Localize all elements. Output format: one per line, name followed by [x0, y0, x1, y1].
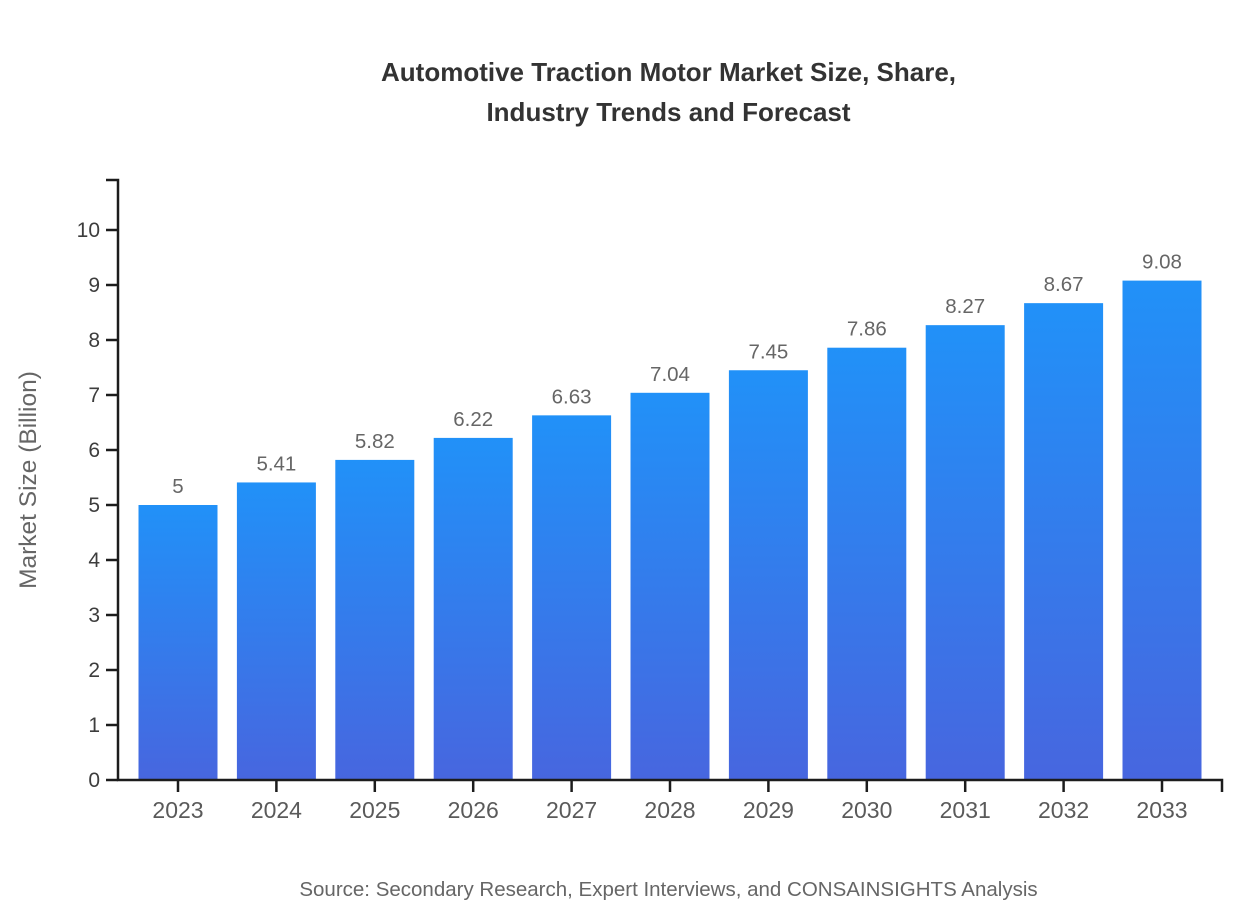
y-tick-label: 2 [88, 659, 100, 682]
bar-2031 [925, 325, 1005, 780]
bar-value-label: 5.82 [355, 430, 395, 453]
bar-value-label: 7.04 [650, 363, 690, 386]
x-tick-label: 2026 [448, 797, 499, 823]
bar-2028 [630, 392, 710, 780]
bar-2027 [532, 415, 612, 780]
axis-spine [106, 178, 1224, 792]
chart-source-note: Source: Secondary Research, Expert Inter… [299, 878, 1038, 901]
x-tick-label: 2023 [152, 797, 203, 823]
y-tick-label: 0 [88, 769, 100, 792]
y-tick-label: 9 [88, 274, 100, 297]
bar-2025 [335, 459, 415, 780]
y-axis-title: Market Size (Billion) [15, 371, 42, 589]
bar-2023 [138, 505, 218, 780]
x-tick-label: 2030 [841, 797, 892, 823]
bar-2033 [1122, 280, 1202, 780]
y-tick-label: 6 [88, 439, 100, 462]
y-tick-label: 1 [88, 714, 100, 737]
bar-value-label: 8.67 [1044, 273, 1084, 296]
x-tick-label: 2031 [940, 797, 991, 823]
bar-value-label: 5.41 [256, 452, 296, 475]
bar-2024 [236, 482, 316, 780]
bar-value-label: 9.08 [1142, 251, 1182, 274]
bar-2032 [1024, 303, 1104, 780]
x-tick-label: 2025 [349, 797, 400, 823]
y-tick-label: 4 [88, 549, 100, 572]
x-tick-label: 2024 [251, 797, 302, 823]
x-tick-label: 2028 [644, 797, 695, 823]
chart-title-line1: Automotive Traction Motor Market Size, S… [381, 57, 956, 87]
bar-value-label: 7.86 [847, 318, 887, 341]
bar-2029 [728, 370, 808, 780]
bar-value-label: 5 [172, 475, 183, 498]
bar-2026 [433, 437, 513, 780]
y-tick-label: 5 [88, 494, 100, 517]
y-tick-label: 10 [77, 219, 100, 242]
x-tick-label: 2027 [546, 797, 597, 823]
chart-title: Automotive Traction Motor Market Size, S… [77, 52, 1260, 132]
chart-title-line2: Industry Trends and Forecast [486, 97, 851, 127]
bar-value-label: 6.63 [552, 385, 592, 408]
bar-value-label: 8.27 [945, 295, 985, 318]
bar-2030 [827, 347, 907, 780]
y-tick-label: 7 [88, 384, 100, 407]
bar-value-label: 6.22 [453, 408, 493, 431]
x-tick-label: 2032 [1038, 797, 1089, 823]
y-tick-label: 8 [88, 329, 100, 352]
y-tick-label: 3 [88, 604, 100, 627]
x-tick-label: 2029 [743, 797, 794, 823]
x-tick-label: 2033 [1136, 797, 1187, 823]
bar-value-label: 7.45 [748, 340, 788, 363]
